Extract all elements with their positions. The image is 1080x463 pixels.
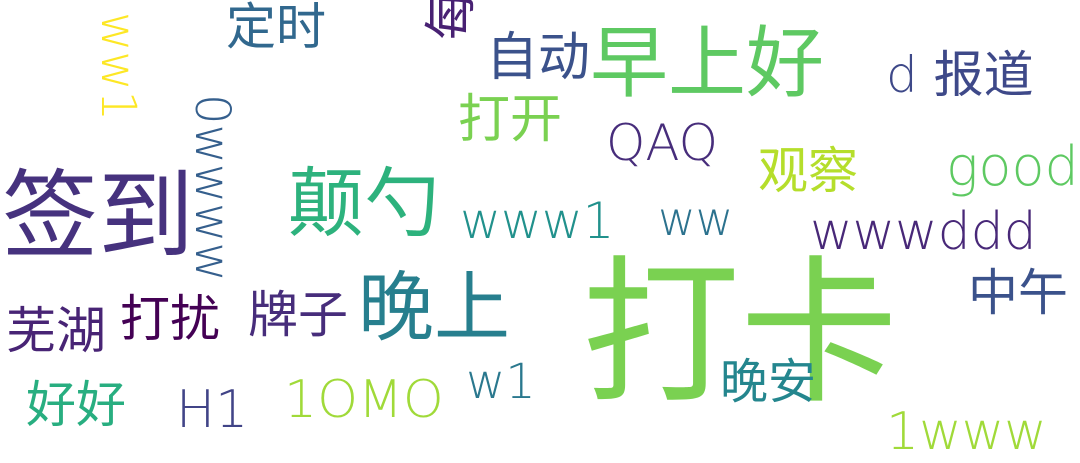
word-www1: www1 xyxy=(460,192,615,250)
word-haohao: 好好 xyxy=(26,376,126,434)
word-paizi: 牌子 xyxy=(248,286,348,344)
word-wwwddd: wwwddd xyxy=(810,202,1037,262)
word-d-baodao: d 报道 xyxy=(886,46,1034,104)
word-meiri-vertical: 每日 xyxy=(422,0,482,40)
word-wanshang: 晚上 xyxy=(358,263,510,352)
word-ww: ww xyxy=(658,192,734,246)
word-good: good xyxy=(946,135,1079,198)
word-0wwww-vertical: 0wwww xyxy=(184,94,240,282)
word-ww1-vertical: ww1 xyxy=(90,12,146,122)
word-1www: 1www xyxy=(886,402,1047,462)
word-1omo: 1OMO xyxy=(284,370,444,430)
word-w1: w1 xyxy=(466,354,536,410)
word-guancha: 观察 xyxy=(758,142,858,200)
word-h1: H1 xyxy=(176,380,249,440)
word-zidong: 自动 xyxy=(486,28,591,88)
word-wanan: 晚安 xyxy=(720,354,817,410)
word-qiandao: 签到 xyxy=(2,160,194,272)
word-dianshao: 颠勺 xyxy=(288,159,440,248)
word-darao: 打扰 xyxy=(120,290,220,348)
word-dakai: 打开 xyxy=(458,90,563,150)
word-daka: 打卡 xyxy=(582,242,898,426)
word-wuhu: 芜湖 xyxy=(6,302,106,360)
word-zaoshanghao: 早上好 xyxy=(590,19,825,109)
word-qaq: QAQ xyxy=(606,114,719,172)
word-zhongwu: 中午 xyxy=(968,264,1068,322)
word-dingshi: 定时 xyxy=(226,0,326,56)
